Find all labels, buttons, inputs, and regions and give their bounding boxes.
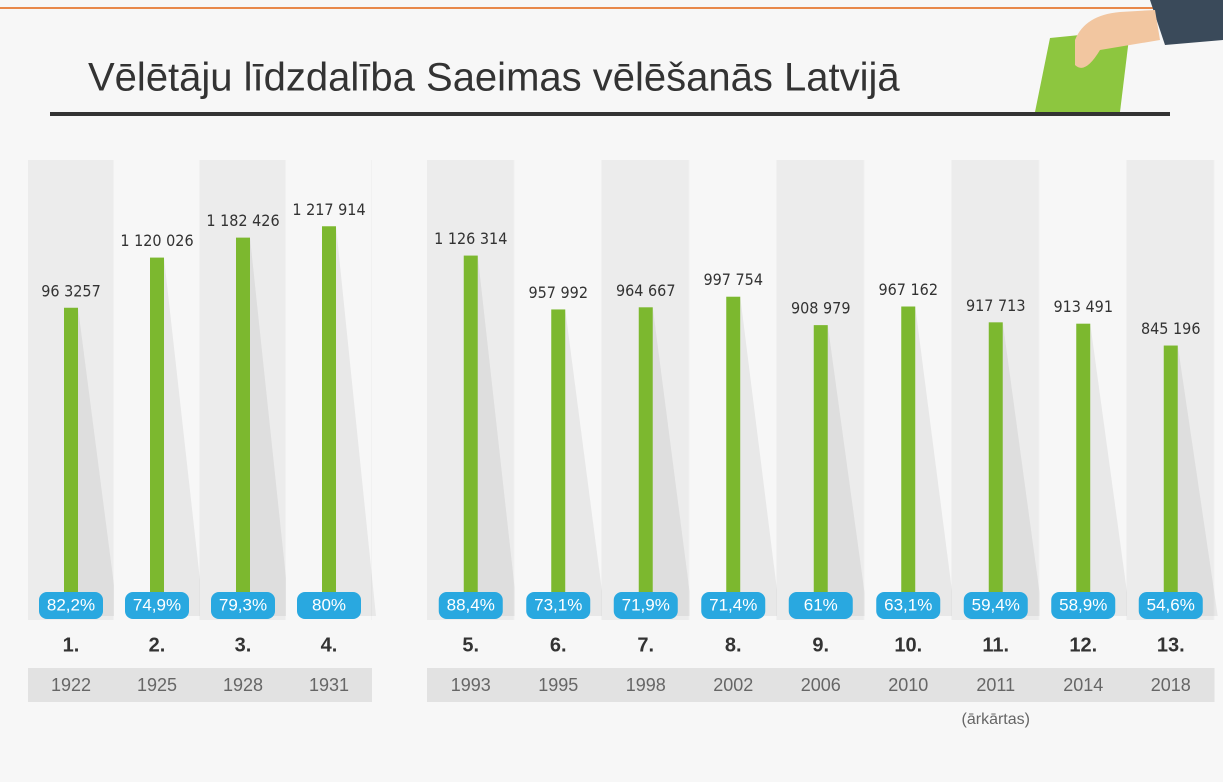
value-label: 1 120 026 xyxy=(120,231,193,250)
year-label: 1931 xyxy=(309,675,349,695)
session-label: 3. xyxy=(235,634,252,656)
note: (ārkārtas) xyxy=(962,711,1030,728)
session-label: 1. xyxy=(63,634,80,656)
value-label: 913 491 xyxy=(1053,297,1113,316)
title: Vēlētāju līdzdalība Saeimas vēlēšanās La… xyxy=(88,56,900,100)
year-label: 2011 xyxy=(976,675,1015,695)
bar xyxy=(639,307,653,616)
year-label: 2014 xyxy=(1063,675,1103,695)
value-label: 917 713 xyxy=(966,296,1026,315)
infographic: Vēlētāju līdzdalība Saeimas vēlēšanās La… xyxy=(0,0,1223,782)
value-label: 845 196 xyxy=(1141,319,1201,338)
bar xyxy=(322,226,336,616)
turnout-label: 73,1% xyxy=(534,595,582,614)
session-label: 11. xyxy=(982,634,1009,656)
turnout-label: 80% xyxy=(312,595,346,614)
year-label: 1998 xyxy=(626,675,666,695)
session-label: 6. xyxy=(550,634,567,656)
turnout-label: 88,4% xyxy=(447,595,495,614)
bar xyxy=(464,256,478,616)
title-underline xyxy=(50,112,1170,116)
year-label: 1925 xyxy=(137,675,177,695)
year-label: 1995 xyxy=(538,675,578,695)
bar xyxy=(64,308,78,616)
value-label: 964 667 xyxy=(616,281,676,300)
turnout-label: 82,2% xyxy=(47,595,95,614)
session-label: 12. xyxy=(1069,634,1097,656)
turnout-label: 71,4% xyxy=(709,595,757,614)
year-label: 1993 xyxy=(451,675,491,695)
bar xyxy=(814,325,828,616)
turnout-label: 59,4% xyxy=(972,595,1020,614)
bar xyxy=(989,322,1003,616)
year-label: 2002 xyxy=(713,675,753,695)
bar xyxy=(1076,324,1090,616)
year-label: 2010 xyxy=(888,675,928,695)
turnout-label: 54,6% xyxy=(1147,595,1195,614)
turnout-label: 63,1% xyxy=(884,595,932,614)
turnout-label: 58,9% xyxy=(1059,595,1107,614)
turnout-label: 71,9% xyxy=(622,595,670,614)
bar xyxy=(236,238,250,616)
session-label: 13. xyxy=(1157,634,1185,656)
year-label: 2018 xyxy=(1151,675,1191,695)
bar xyxy=(150,258,164,616)
year-label: 1928 xyxy=(223,675,263,695)
value-label: 967 162 xyxy=(878,280,938,299)
session-label: 9. xyxy=(812,634,829,656)
bar xyxy=(726,297,740,616)
value-label: 1 126 314 xyxy=(434,229,507,248)
value-label: 997 754 xyxy=(703,270,763,289)
year-label: 2006 xyxy=(801,675,841,695)
value-label: 96 3257 xyxy=(41,281,101,300)
top-rule xyxy=(0,7,1223,9)
session-label: 5. xyxy=(462,634,479,656)
session-label: 8. xyxy=(725,634,742,656)
value-label: 957 992 xyxy=(528,283,588,302)
bar xyxy=(1164,346,1178,616)
value-label: 908 979 xyxy=(791,299,851,318)
value-label: 1 217 914 xyxy=(292,200,365,219)
session-label: 10. xyxy=(894,634,922,656)
session-label: 7. xyxy=(637,634,654,656)
bar xyxy=(551,309,565,616)
turnout-label: 74,9% xyxy=(133,595,181,614)
turnout-label: 79,3% xyxy=(219,595,267,614)
value-label: 1 182 426 xyxy=(206,211,279,230)
turnout-label: 61% xyxy=(804,595,838,614)
year-label: 1922 xyxy=(51,675,91,695)
session-label: 2. xyxy=(149,634,166,656)
session-label: 4. xyxy=(321,634,338,656)
bar xyxy=(901,307,915,616)
